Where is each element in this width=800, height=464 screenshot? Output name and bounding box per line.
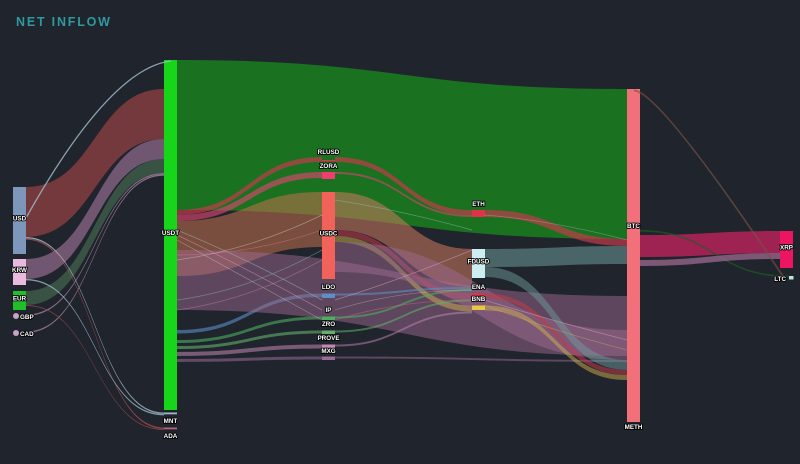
- svg-text:KRW: KRW: [12, 267, 27, 274]
- svg-text:ZORA: ZORA: [320, 163, 338, 170]
- svg-text:IP: IP: [326, 307, 332, 314]
- svg-text:LTC: LTC: [774, 276, 786, 283]
- svg-text:ZRO: ZRO: [322, 321, 335, 328]
- svg-text:PROVE: PROVE: [317, 335, 339, 342]
- svg-text:USDT: USDT: [162, 230, 179, 237]
- svg-text:METH: METH: [625, 424, 643, 431]
- svg-text:XRP: XRP: [780, 245, 793, 252]
- svg-text:ETH: ETH: [472, 201, 485, 208]
- svg-text:USDC: USDC: [320, 231, 338, 238]
- svg-text:LDO: LDO: [322, 284, 335, 291]
- svg-text:EUR: EUR: [13, 296, 27, 303]
- svg-text:MXG: MXG: [321, 348, 335, 355]
- svg-text:ENA: ENA: [472, 284, 486, 291]
- svg-text:ADA: ADA: [164, 433, 178, 440]
- svg-text:GBP: GBP: [20, 314, 34, 321]
- svg-text:USD: USD: [13, 216, 27, 223]
- svg-text:RLUSD: RLUSD: [318, 149, 340, 156]
- svg-text:MNT: MNT: [164, 418, 178, 425]
- svg-text:BNB: BNB: [472, 296, 486, 303]
- svg-text:FDUSD: FDUSD: [468, 259, 490, 266]
- svg-text:BTC: BTC: [627, 223, 640, 230]
- svg-text:CAD: CAD: [20, 331, 34, 338]
